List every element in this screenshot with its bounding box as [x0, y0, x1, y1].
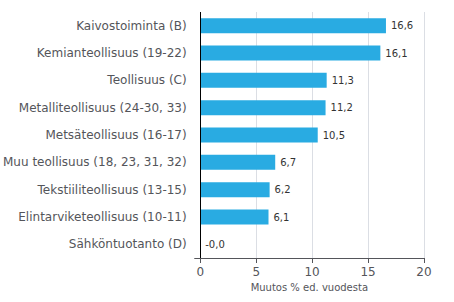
- svg-text:6,7: 6,7: [280, 157, 296, 168]
- svg-text:16,1: 16,1: [385, 48, 407, 59]
- svg-text:6,1: 6,1: [274, 212, 290, 223]
- svg-text:Teollisuus (C): Teollisuus (C): [106, 73, 186, 87]
- svg-text:Metsäteollisuus (16-17): Metsäteollisuus (16-17): [45, 128, 186, 142]
- svg-text:11,2: 11,2: [331, 102, 353, 113]
- svg-text:Metalliteollisuus (24-30, 33): Metalliteollisuus (24-30, 33): [19, 101, 187, 115]
- svg-text:5: 5: [252, 265, 260, 279]
- svg-text:Muu teollisuus (18, 23, 31, 32: Muu teollisuus (18, 23, 31, 32): [3, 155, 187, 169]
- svg-text:20: 20: [416, 265, 431, 279]
- svg-text:-0,0: -0,0: [205, 239, 225, 250]
- svg-text:11,3: 11,3: [332, 75, 354, 86]
- svg-text:6,2: 6,2: [275, 184, 291, 195]
- svg-text:Muutos % ed. vuodesta: Muutos % ed. vuodesta: [251, 282, 368, 293]
- svg-text:Kaivostoiminta (B): Kaivostoiminta (B): [76, 19, 187, 33]
- svg-text:Sähköntuotanto (D): Sähköntuotanto (D): [69, 237, 187, 251]
- svg-text:Kemianteollisuus (19-22): Kemianteollisuus (19-22): [37, 46, 187, 60]
- svg-text:0: 0: [196, 265, 204, 279]
- svg-text:Elintarviketeollisuus (10-11): Elintarviketeollisuus (10-11): [18, 210, 186, 224]
- svg-text:10,5: 10,5: [323, 130, 345, 141]
- svg-text:Tekstiiliteollisuus (13-15): Tekstiiliteollisuus (13-15): [37, 183, 187, 197]
- svg-text:16,6: 16,6: [391, 20, 413, 31]
- svg-text:10: 10: [304, 265, 319, 279]
- svg-text:15: 15: [360, 265, 375, 279]
